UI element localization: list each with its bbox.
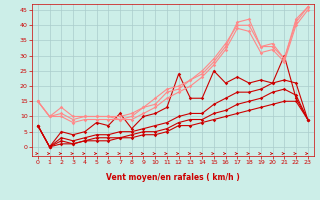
X-axis label: Vent moyen/en rafales ( km/h ): Vent moyen/en rafales ( km/h ) bbox=[106, 174, 240, 183]
